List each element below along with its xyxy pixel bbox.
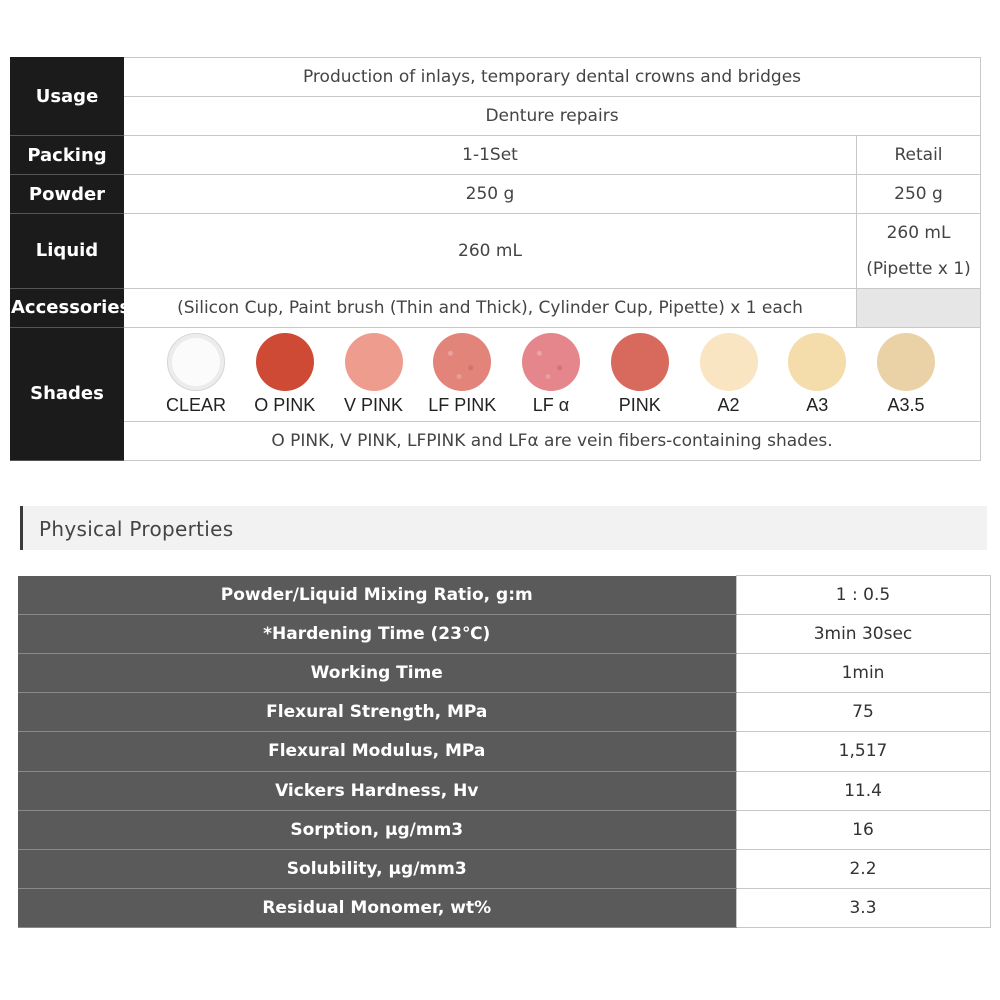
property-name: Vickers Hardness, Hv xyxy=(18,771,736,811)
shade-name-o-pink: O PINK xyxy=(254,394,316,415)
section-heading: Physical Properties xyxy=(20,506,987,550)
property-value: 1min xyxy=(735,653,991,694)
shade-swatch-a3 xyxy=(788,332,847,391)
shade-item-v-pink: V PINK xyxy=(336,332,412,416)
property-name: Residual Monomer, wt% xyxy=(18,888,736,929)
property-value: 16 xyxy=(735,809,991,850)
section-title: Physical Properties xyxy=(39,517,234,541)
shade-swatch-lf-pink xyxy=(433,332,492,391)
liquid-retail-pipette: (Pipette x 1) xyxy=(866,258,971,279)
powder-label: Powder xyxy=(10,174,124,215)
property-row: Solubility, μg/mm3 2.2 xyxy=(18,848,991,889)
shades-swatch-cell: CLEAR O PINK V PINK LF PINK LF α xyxy=(122,326,982,422)
shade-name-a3: A3 xyxy=(806,394,829,415)
property-row: Powder/Liquid Mixing Ratio, g:m 1 : 0.5 xyxy=(18,574,991,616)
property-name: *Hardening Time (23℃) xyxy=(18,614,736,655)
property-value: 3.3 xyxy=(735,887,991,929)
liquid-set: 260 mL xyxy=(123,213,857,289)
shade-swatch-a2 xyxy=(699,332,758,391)
liquid-retail: 260 mL (Pipette x 1) xyxy=(855,213,982,289)
shade-item-a3-5: A3.5 xyxy=(868,332,944,416)
property-value: 1 : 0.5 xyxy=(735,574,991,616)
packing-set: 1-1Set xyxy=(123,135,857,176)
property-value: 75 xyxy=(735,692,991,733)
shade-name-a3-5: A3.5 xyxy=(887,394,925,415)
property-name: Flexural Modulus, MPa xyxy=(18,731,736,772)
property-row: Residual Monomer, wt% 3.3 xyxy=(18,887,991,929)
packing-label: Packing xyxy=(10,135,124,176)
usage-line-2: Denture repairs xyxy=(122,96,982,137)
powder-retail: 250 g xyxy=(855,174,982,215)
property-row: Flexural Modulus, MPa 1,517 xyxy=(18,731,991,772)
liquid-retail-volume: 260 mL xyxy=(886,222,951,243)
property-name: Solubility, μg/mm3 xyxy=(18,849,736,889)
property-row: Vickers Hardness, Hv 11.4 xyxy=(18,770,991,811)
property-name: Sorption, μg/mm3 xyxy=(18,810,736,850)
shade-name-a2: A2 xyxy=(717,394,740,415)
shades-note: O PINK, V PINK, LFPINK and LFα are vein … xyxy=(122,420,982,462)
liquid-label: Liquid xyxy=(10,213,124,289)
shade-name-pink: PINK xyxy=(618,394,661,415)
property-name: Flexural Strength, MPa xyxy=(18,692,736,733)
shade-item-lf-pink: LF PINK xyxy=(424,332,500,416)
property-row: Sorption, μg/mm3 16 xyxy=(18,809,991,850)
shade-item-clear: CLEAR xyxy=(158,332,234,416)
property-value: 2.2 xyxy=(735,848,991,889)
shade-item-a2: A2 xyxy=(691,332,767,416)
shade-swatch-clear xyxy=(167,332,225,391)
property-name: Powder/Liquid Mixing Ratio, g:m xyxy=(18,575,736,616)
shade-name-lf-alpha: LF α xyxy=(532,394,570,415)
shade-name-clear: CLEAR xyxy=(165,394,227,415)
property-row: *Hardening Time (23℃) 3min 30sec xyxy=(18,614,991,655)
physical-properties-table: Powder/Liquid Mixing Ratio, g:m 1 : 0.5 *H… xyxy=(18,574,991,929)
product-spec-table: Usage Production of inlays, temporary de… xyxy=(10,56,982,462)
property-name: Working Time xyxy=(18,653,736,694)
packing-retail: Retail xyxy=(855,135,982,176)
shades-label: Shades xyxy=(10,326,124,462)
shade-item-o-pink: O PINK xyxy=(247,332,323,416)
usage-line-1: Production of inlays, temporary dental c… xyxy=(122,56,982,98)
accessories-label: Accessories xyxy=(10,287,130,328)
shade-swatch-v-pink xyxy=(344,332,403,391)
physical-properties-body: Powder/Liquid Mixing Ratio, g:m 1 : 0.5 *H… xyxy=(18,574,991,929)
powder-set: 250 g xyxy=(123,174,857,215)
accessories-retail-empty xyxy=(855,287,982,328)
shade-swatch-o-pink xyxy=(255,332,314,391)
property-row: Working Time 1min xyxy=(18,653,991,694)
property-value: 1,517 xyxy=(735,731,991,772)
shade-swatch-lf-alpha xyxy=(522,332,580,391)
shade-name-v-pink: V PINK xyxy=(343,394,404,415)
accessories-text: (Silicon Cup, Paint brush (Thin and Thic… xyxy=(123,287,857,328)
shade-item-lf-alpha: LF α xyxy=(513,332,589,416)
property-value: 11.4 xyxy=(735,770,991,811)
shade-swatch-a3-5 xyxy=(877,332,935,391)
property-value: 3min 30sec xyxy=(735,614,991,655)
shade-name-lf-pink: LF PINK xyxy=(428,394,497,415)
shade-item-a3: A3 xyxy=(779,332,855,416)
shade-item-pink: PINK xyxy=(602,332,678,416)
shade-swatch-list: CLEAR O PINK V PINK LF PINK LF α xyxy=(124,332,980,416)
property-row: Flexural Strength, MPa 75 xyxy=(18,692,991,733)
shade-swatch-pink xyxy=(610,332,669,391)
usage-label: Usage xyxy=(10,56,124,137)
